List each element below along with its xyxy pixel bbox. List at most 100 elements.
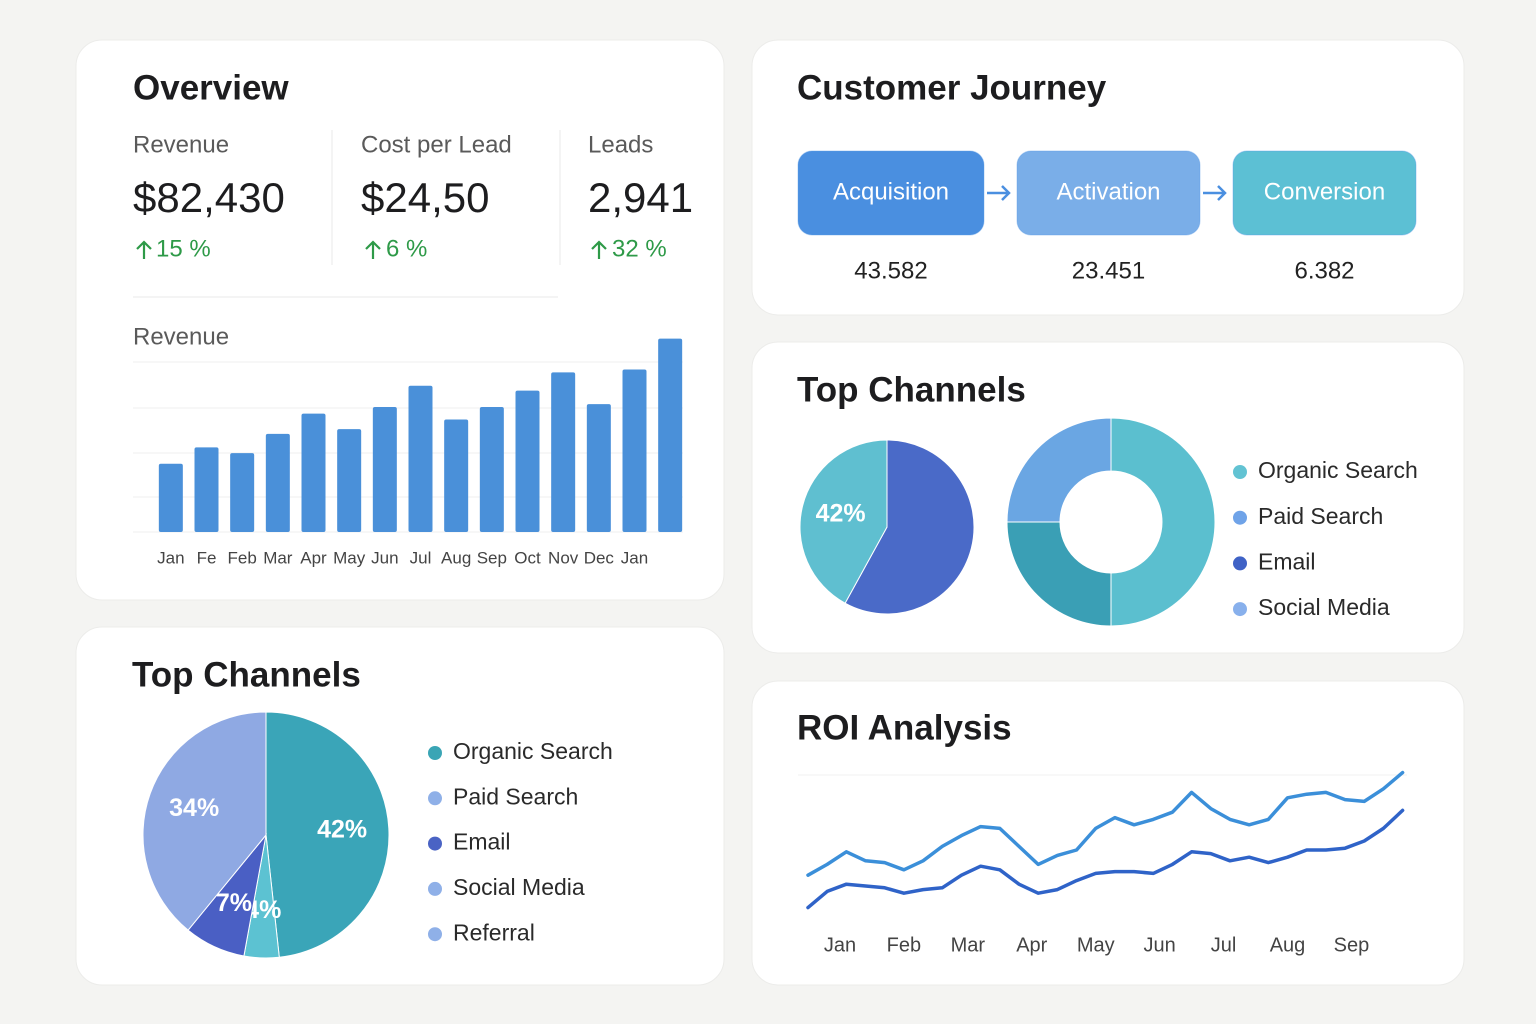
line bbox=[806, 808, 1405, 910]
slice-label: 34% bbox=[169, 794, 219, 822]
bar bbox=[230, 453, 255, 532]
line bbox=[806, 770, 1405, 877]
x-tick-label: Apr bbox=[1016, 934, 1047, 956]
legend-dot bbox=[1233, 510, 1247, 525]
legend-label: Organic Search bbox=[453, 738, 613, 764]
kpi-label: Cost per Lead bbox=[361, 131, 512, 158]
x-tick-label: Jan bbox=[824, 934, 856, 956]
journey-step bbox=[1232, 150, 1417, 236]
journey-arrows bbox=[987, 185, 1227, 201]
x-tick-label: Fe bbox=[197, 548, 217, 567]
legend-dot bbox=[1233, 602, 1247, 617]
bar bbox=[586, 404, 611, 532]
x-tick-label: Jun bbox=[371, 548, 398, 567]
kpi-value: 2,941 bbox=[588, 174, 693, 221]
up-arrow bbox=[365, 240, 381, 259]
x-tick-label: Aug bbox=[441, 548, 471, 567]
kpi-change: 6 % bbox=[386, 235, 427, 262]
x-tick-label: Jun bbox=[1144, 934, 1176, 956]
chart-title: Revenue bbox=[133, 323, 229, 350]
up-arrow bbox=[591, 240, 607, 259]
step-label: Conversion bbox=[1264, 178, 1385, 205]
arrow bbox=[1203, 185, 1227, 201]
x-tick-label: Jan bbox=[621, 548, 648, 567]
arrow bbox=[987, 185, 1011, 201]
x-tick-label: Jul bbox=[1211, 934, 1237, 956]
card-title: Overview bbox=[133, 68, 289, 107]
slice-label: 42% bbox=[816, 500, 866, 528]
x-tick-label: Jan bbox=[157, 548, 184, 567]
up-arrows bbox=[136, 240, 607, 259]
bar bbox=[158, 463, 183, 532]
legend-dot bbox=[428, 836, 442, 851]
step-value: 43.582 bbox=[854, 257, 927, 284]
card-title: Top Channels bbox=[132, 655, 361, 694]
x-tick-label: Mar bbox=[951, 934, 986, 956]
x-tick-label: Jul bbox=[410, 548, 432, 567]
legend-label: Paid Search bbox=[453, 783, 578, 809]
bar bbox=[551, 372, 576, 532]
legend-dot bbox=[1233, 556, 1247, 571]
legend-dot bbox=[1233, 465, 1247, 479]
step-value: 23.451 bbox=[1072, 257, 1145, 284]
kpi-change: 32 % bbox=[612, 235, 667, 262]
bar bbox=[337, 429, 362, 532]
bar bbox=[479, 406, 504, 532]
legend-dot bbox=[428, 881, 442, 896]
legend-label: Email bbox=[1258, 548, 1316, 574]
legend-dot bbox=[428, 791, 442, 806]
card-title: Top Channels bbox=[797, 370, 1026, 409]
legend-dot bbox=[428, 746, 442, 760]
pie-slice bbox=[142, 711, 267, 931]
legend-label: Paid Search bbox=[1258, 503, 1383, 529]
legend-label: Email bbox=[453, 829, 511, 855]
legend-label: Organic Search bbox=[1258, 457, 1418, 483]
step-value: 6.382 bbox=[1294, 257, 1354, 284]
pie-slice bbox=[799, 439, 888, 604]
bar bbox=[194, 447, 219, 532]
slice-label: 42% bbox=[317, 815, 367, 843]
kpi-label: Revenue bbox=[133, 131, 229, 158]
pie-slice bbox=[265, 711, 390, 958]
bar bbox=[372, 406, 397, 532]
kpi-label: Leads bbox=[588, 131, 653, 158]
pie-slice bbox=[1110, 417, 1216, 627]
bar bbox=[444, 419, 469, 532]
x-tick-label: Feb bbox=[887, 934, 921, 956]
x-tick-label: May bbox=[1077, 934, 1115, 956]
card-title: Customer Journey bbox=[797, 68, 1107, 107]
pie-slice bbox=[1006, 417, 1112, 523]
step-label: Acquisition bbox=[833, 178, 949, 205]
journey-step bbox=[797, 150, 985, 236]
bar bbox=[265, 433, 290, 532]
card-title: ROI Analysis bbox=[797, 708, 1012, 747]
pie-slice bbox=[1006, 521, 1112, 627]
kpi-change: 15 % bbox=[156, 235, 211, 262]
up-arrow bbox=[136, 240, 152, 259]
x-tick-label: Apr bbox=[300, 548, 327, 567]
legend-label: Referral bbox=[453, 919, 535, 945]
legend-label: Social Media bbox=[453, 874, 585, 900]
bar bbox=[658, 338, 683, 532]
bar bbox=[408, 385, 433, 532]
x-tick-label: Sep bbox=[1334, 934, 1370, 956]
legend-label: Social Media bbox=[1258, 594, 1390, 620]
bar bbox=[515, 390, 540, 532]
x-tick-label: Feb bbox=[228, 548, 257, 567]
x-tick-label: Mar bbox=[263, 548, 293, 567]
slice-label: 7% bbox=[216, 889, 252, 917]
roi-card bbox=[751, 680, 1465, 986]
step-label: Activation bbox=[1056, 178, 1160, 205]
kpi-value: $24,50 bbox=[361, 174, 489, 221]
bar bbox=[301, 413, 326, 532]
kpi-value: $82,430 bbox=[133, 174, 285, 221]
x-tick-label: Sep bbox=[477, 548, 507, 567]
x-tick-label: May bbox=[333, 548, 366, 567]
pie-slice bbox=[844, 439, 975, 615]
x-tick-label: Aug bbox=[1270, 934, 1306, 956]
bar bbox=[622, 369, 647, 532]
legend-dot bbox=[428, 927, 442, 942]
journey-step bbox=[1016, 150, 1201, 236]
